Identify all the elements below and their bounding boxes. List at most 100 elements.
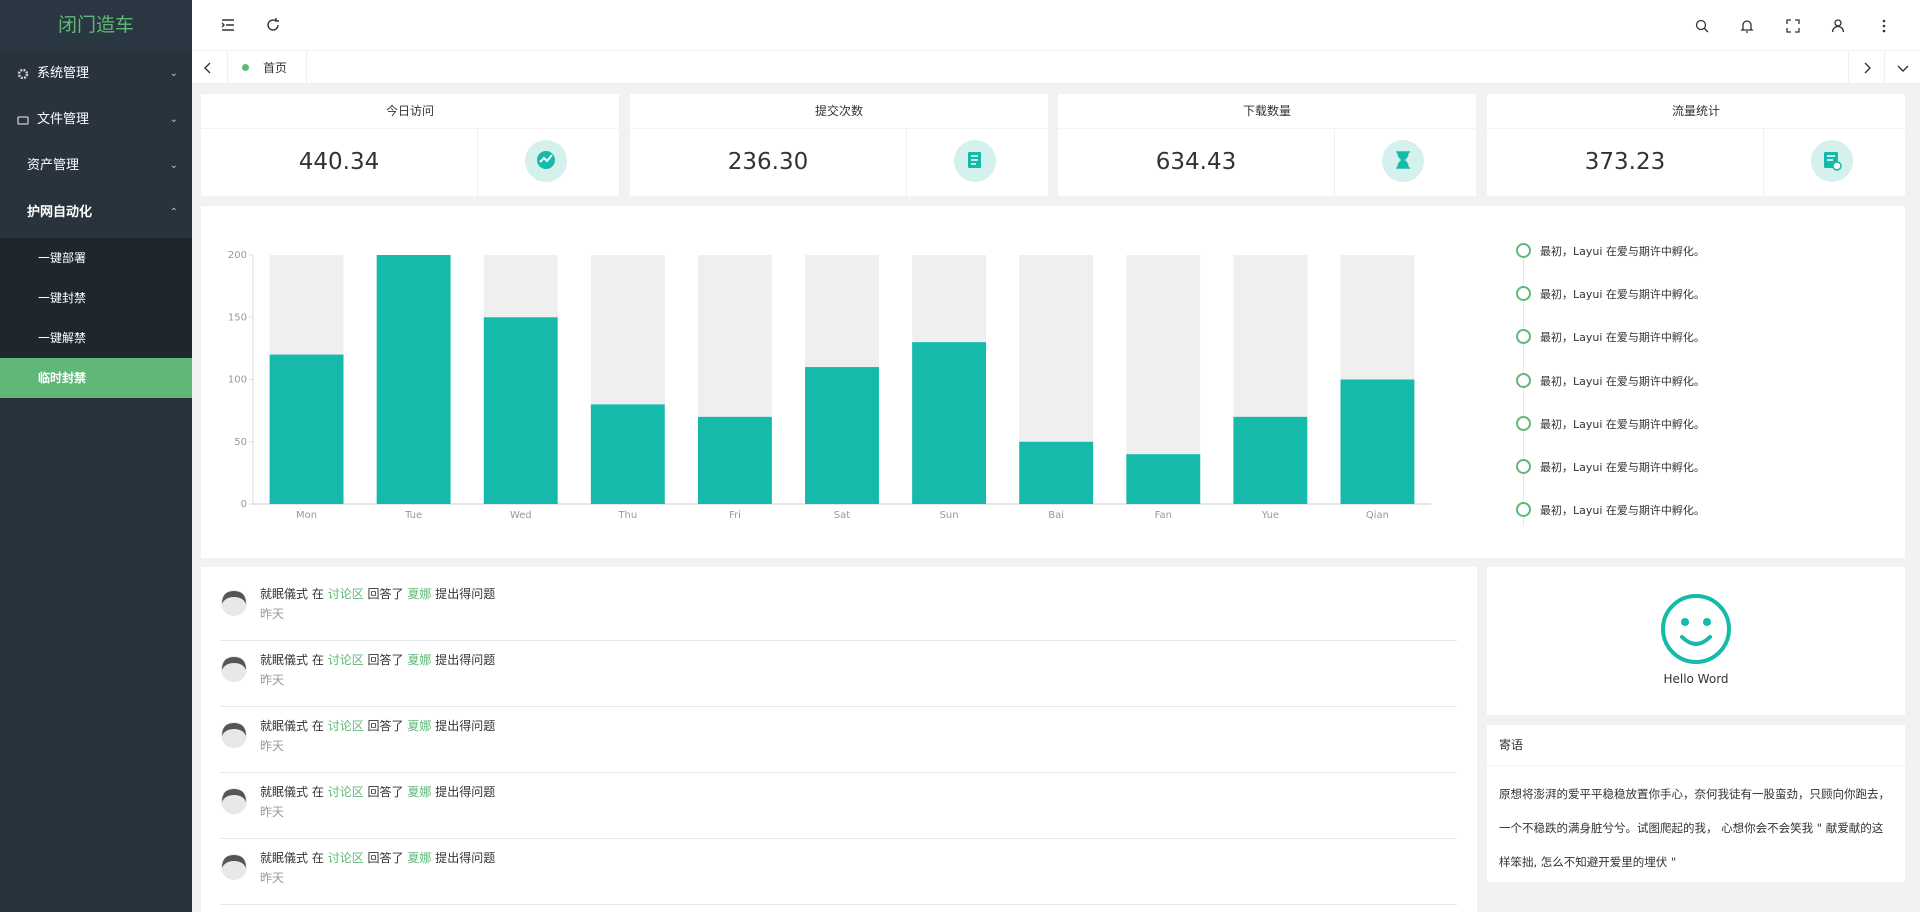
menu-label: 护网自动化 xyxy=(27,205,93,220)
stat-card: 流量统计 373.23 xyxy=(1487,94,1905,196)
x-tick-label: Thu xyxy=(617,510,637,521)
activity-text: 就眠儀式 在 讨论区 回答了 夏娜 提出得问题 xyxy=(260,783,495,800)
menu-toggle-icon[interactable] xyxy=(220,17,236,33)
activity-w3: 提出得问题 xyxy=(435,653,496,667)
activity-user: 就眠儀式 xyxy=(260,587,309,601)
avatar-hair xyxy=(222,723,246,736)
search-icon[interactable] xyxy=(1694,18,1710,34)
submenu-label: 一键解禁 xyxy=(38,331,87,345)
menu-item[interactable]: 资产管理 ⌄ xyxy=(0,143,192,189)
activity-target[interactable]: 夏娜 xyxy=(407,785,432,799)
tab-next[interactable] xyxy=(1848,51,1885,83)
activity-w3: 提出得问题 xyxy=(435,851,496,865)
chart-panel: 0 50 100 150 200 Mon Tue Wed Thu Fri Sat Sun Bai Fan Y… xyxy=(201,206,1905,558)
timeline-text: 最初，Layui 在爱与期许中孵化。 xyxy=(1540,461,1705,474)
refresh-icon[interactable] xyxy=(265,17,281,33)
timeline-dot xyxy=(1516,286,1531,302)
avatar-hair xyxy=(222,657,246,670)
tab[interactable]: 首页 xyxy=(227,51,307,83)
activity-place[interactable]: 讨论区 xyxy=(327,785,364,799)
submenu-item[interactable]: 一键封禁 xyxy=(0,278,192,318)
menu-item[interactable]: 护网自动化 ⌃ xyxy=(0,190,192,236)
bar xyxy=(697,416,772,504)
avatar xyxy=(221,590,247,616)
stat-icon xyxy=(1811,140,1853,182)
y-tick-label: 0 xyxy=(241,499,247,510)
submenu-item[interactable]: 临时封禁 xyxy=(0,358,192,398)
user-icon[interactable] xyxy=(1830,18,1846,34)
timeline-dot xyxy=(1516,372,1531,388)
timeline-axis xyxy=(1523,250,1524,526)
menu-arrow: ⌄ xyxy=(169,114,178,125)
x-tick-label: Fri xyxy=(729,510,741,521)
stat-title: 流量统计 xyxy=(1487,94,1905,129)
timeline-text: 最初，Layui 在爱与期许中孵化。 xyxy=(1540,331,1705,345)
menu-arrow: ⌄ xyxy=(169,160,178,171)
activity-place[interactable]: 讨论区 xyxy=(327,587,364,601)
activity-user: 就眠儀式 xyxy=(260,653,309,667)
stat-icon-shape xyxy=(539,154,553,163)
stat-icon-glyph xyxy=(968,152,981,168)
tab-dot xyxy=(242,64,249,71)
x-tick-label: Wed xyxy=(510,510,532,521)
bar xyxy=(590,404,665,504)
stat-card: 下载数量 634.43 xyxy=(1058,94,1476,196)
x-tick-label: Qian xyxy=(1366,510,1389,521)
tab-prev[interactable] xyxy=(200,60,216,76)
activity-target[interactable]: 夏娜 xyxy=(407,851,432,865)
activity-target[interactable]: 夏娜 xyxy=(407,653,432,667)
menu-item[interactable]: 系统管理 ⌄ xyxy=(0,51,192,97)
bar xyxy=(805,367,879,504)
timeline-text: 最初，Layui 在爱与期许中孵化。 xyxy=(1540,417,1705,431)
bar xyxy=(483,317,558,504)
menu-icon-shape xyxy=(17,68,29,80)
note-title: 寄语 xyxy=(1487,725,1905,766)
activity-divider xyxy=(220,640,1457,641)
submenu-item[interactable]: 一键解禁 xyxy=(0,318,192,358)
timeline-dot xyxy=(1516,415,1531,431)
stat-icon xyxy=(525,140,567,182)
stat-value: 373.23 xyxy=(1487,129,1764,196)
activity-time: 昨天 xyxy=(260,871,285,885)
stat-icon-shape xyxy=(1832,161,1842,171)
avatar xyxy=(221,854,247,880)
stat-card: 今日访问 440.34 xyxy=(201,94,619,196)
stat-icon xyxy=(1382,140,1424,182)
y-tick-label: 150 xyxy=(228,312,247,323)
avatar-hair xyxy=(222,789,246,802)
activity-place[interactable]: 讨论区 xyxy=(327,851,364,865)
avatar-smile xyxy=(1661,594,1731,664)
activity-w2: 回答了 xyxy=(367,719,404,733)
activity-target[interactable]: 夏娜 xyxy=(407,587,432,601)
activity-target[interactable]: 夏娜 xyxy=(407,719,432,733)
timeline-text: 最初，Layui 在爱与期许中孵化。 xyxy=(1540,504,1705,518)
activity-text: 就眠儀式 在 讨论区 回答了 夏娜 提出得问题 xyxy=(260,585,495,602)
activity-w2: 回答了 xyxy=(367,851,404,865)
stat-title: 今日访问 xyxy=(201,94,619,129)
x-tick-label: Sun xyxy=(940,510,959,521)
tab-next-icon xyxy=(1864,62,1871,74)
submenu-item[interactable]: 一键部署 xyxy=(0,238,192,278)
activity-place[interactable]: 讨论区 xyxy=(327,653,364,667)
tab-bar: 首页 xyxy=(192,51,1920,84)
stat-icon-shape xyxy=(971,155,978,165)
bar xyxy=(1233,416,1308,504)
stat-icon-shape xyxy=(1396,151,1410,169)
note-text: 原想将澎湃的爱平平稳稳放置你手心，奈何我徒有一股蛮劲，只顾向你跑去，一个不稳跌的… xyxy=(1499,787,1890,869)
activity-w2: 回答了 xyxy=(367,785,404,799)
timeline-text: 最初，Layui 在爱与期许中孵化。 xyxy=(1540,245,1705,258)
fullscreen-icon[interactable] xyxy=(1785,18,1801,34)
more-icon[interactable] xyxy=(1876,18,1892,34)
notice-icon[interactable] xyxy=(1739,18,1755,34)
tab-menu[interactable] xyxy=(1884,51,1920,83)
activity-user: 就眠儀式 xyxy=(260,851,309,865)
x-tick-label: Bai xyxy=(1048,510,1064,521)
activity-place[interactable]: 讨论区 xyxy=(327,719,364,733)
menu-item[interactable]: 文件管理 ⌄ xyxy=(0,97,192,143)
stat-icon xyxy=(954,140,996,182)
menu-arrow: ⌄ xyxy=(169,68,178,79)
activity-w1: 在 xyxy=(311,851,324,865)
tab-label[interactable]: 首页 xyxy=(263,61,288,75)
activity-w1: 在 xyxy=(311,785,324,799)
activity-time: 昨天 xyxy=(260,673,285,687)
